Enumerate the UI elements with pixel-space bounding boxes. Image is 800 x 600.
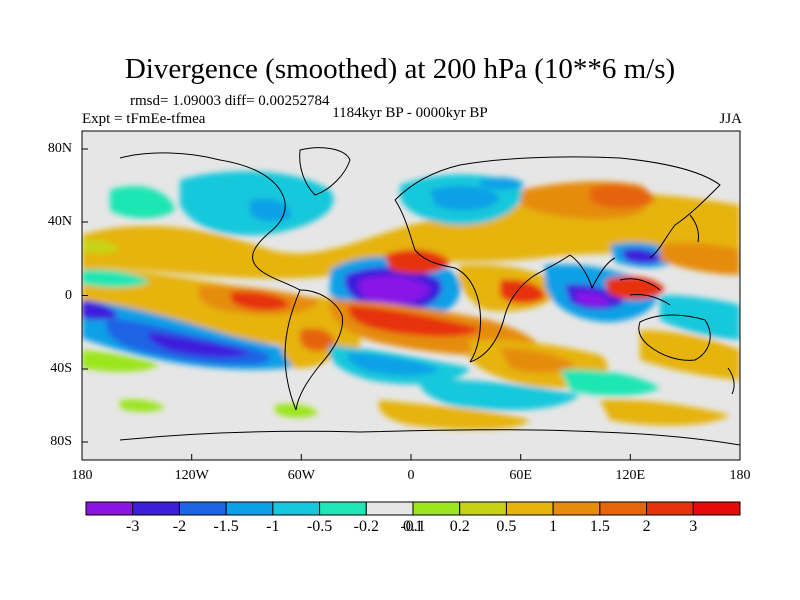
colorbar-label: -0.2	[353, 518, 379, 535]
colorbar-swatch	[692, 501, 741, 516]
colorbar-swatch	[646, 501, 694, 516]
lon-tick-label: 180	[729, 468, 751, 483]
colorbar-swatch	[225, 501, 274, 516]
coast-south-america-west	[284, 289, 301, 411]
field-patch	[500, 279, 545, 304]
colorbar-swatch	[365, 501, 414, 516]
field-patch	[660, 242, 740, 275]
field-patch	[622, 248, 662, 264]
field-patch	[110, 186, 175, 219]
colorbar	[85, 501, 741, 516]
field-patch	[605, 276, 665, 300]
field-patch	[600, 399, 730, 426]
colorbar-swatch	[412, 501, 461, 516]
lat-tick-label: 40S	[50, 361, 72, 376]
field-patch	[575, 291, 610, 307]
colorbar-swatch	[599, 501, 648, 516]
colorbar-label: 0.2	[449, 518, 470, 535]
coast-india	[569, 254, 616, 290]
colorbar-label: 0.1	[403, 518, 423, 535]
field-patch	[120, 399, 165, 412]
colorbar-label: 1.5	[589, 518, 610, 535]
lon-tick-label: 120E	[615, 468, 646, 483]
colorbar-swatch	[85, 501, 134, 516]
divergence-field	[82, 131, 740, 460]
lat-tick-label: 80N	[47, 141, 72, 156]
field-patch	[500, 348, 575, 373]
lat-tick-label: 40N	[47, 214, 72, 229]
field-patch	[358, 275, 430, 305]
coast-maritime	[619, 278, 671, 306]
colorbar-label: -1.5	[213, 518, 239, 535]
field-patch	[275, 404, 318, 418]
period-label: 1184kyr BP - 0000kyr BP	[332, 105, 488, 121]
colorbar-swatch	[552, 501, 601, 516]
field-patch	[660, 295, 740, 340]
field-patch	[419, 379, 580, 411]
field-patch	[650, 218, 720, 238]
lon-tick-label: 120W	[174, 468, 209, 483]
coast-europe-africa	[394, 199, 481, 363]
coast-south-america	[295, 289, 344, 411]
axis-ticks	[81, 148, 741, 460]
coast-antarctica	[119, 429, 740, 446]
coastlines	[119, 147, 740, 446]
colorbar-swatch	[459, 501, 507, 516]
field-patch	[378, 400, 530, 430]
lon-tick-label: 60E	[509, 468, 532, 483]
colorbar-label: -3	[126, 518, 140, 535]
coast-nz	[727, 367, 735, 395]
coast-eurasia	[394, 156, 721, 259]
colorbar-swatch	[505, 501, 554, 516]
colorbar-swatch	[178, 501, 227, 516]
field-patch	[82, 350, 160, 372]
field-patch	[348, 352, 440, 376]
field-patch	[430, 185, 500, 211]
colorbar-swatch	[132, 501, 180, 516]
field-patch	[590, 184, 655, 209]
colorbar-label: 3	[689, 518, 698, 535]
rmsd-diff-stats: rmsd= 1.09003 diff= 0.00252784	[130, 93, 330, 109]
chart-title: Divergence (smoothed) at 200 hPa (10**6 …	[124, 53, 676, 85]
field-patch	[640, 330, 740, 380]
field-patch	[82, 300, 118, 320]
coast-africa-east	[469, 254, 571, 363]
coast-north-america	[119, 152, 301, 291]
colorbar-label: 2	[642, 518, 651, 535]
coast-australia	[638, 314, 711, 361]
coast-greenland	[299, 147, 351, 196]
colorbar-swatch	[319, 501, 367, 516]
field-patch	[82, 269, 150, 288]
colorbar-label: 1	[549, 518, 558, 535]
field-patch	[148, 332, 250, 358]
lat-tick-label: 0	[65, 288, 72, 303]
field-patch	[560, 369, 660, 396]
season-label: JJA	[719, 111, 742, 127]
lat-tick-label: 80S	[50, 434, 72, 449]
colorbar-label: -1	[266, 518, 280, 535]
field-patch	[300, 328, 335, 352]
lon-tick-label: 180	[71, 468, 93, 483]
lon-tick-label: 60W	[287, 468, 315, 483]
colorbar-label: -0.5	[306, 518, 333, 535]
field-patch	[385, 249, 450, 274]
lon-tick-label: 0	[407, 468, 415, 483]
field-patch	[250, 198, 291, 222]
field-patch	[348, 305, 480, 337]
coast-japan	[689, 214, 699, 243]
field-patch	[480, 177, 525, 190]
colorbar-label: -2	[172, 518, 187, 535]
field-patch	[230, 291, 290, 311]
colorbar-label: 0.5	[496, 518, 517, 535]
colorbar-label: -0.1	[400, 518, 426, 535]
experiment-label: Expt = tFmEe-tfmea	[82, 111, 206, 127]
colorbar-swatch	[272, 501, 321, 516]
field-patch	[82, 239, 120, 254]
colorbar-labels: -3 -2 -1.5 -1 -0.5 -0.2 -0.1 0.1 0.2 0.5 1 1.5 2 3	[0, 518, 800, 538]
